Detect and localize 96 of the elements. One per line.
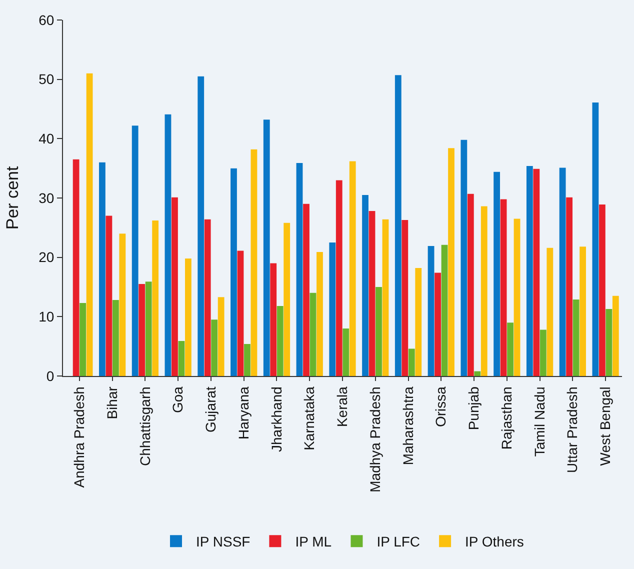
bar [185, 258, 192, 376]
bar [467, 194, 474, 376]
bar [86, 73, 93, 376]
x-tick-label: Jharkhand [268, 386, 284, 452]
bar [303, 204, 310, 376]
bar [172, 197, 178, 376]
bar [606, 308, 612, 376]
bar [441, 244, 448, 376]
bar [526, 166, 533, 376]
y-tick-label: 60 [38, 12, 54, 28]
bar [99, 162, 106, 376]
bar [119, 234, 126, 376]
bar [546, 248, 554, 376]
bar [460, 140, 468, 376]
bar [500, 199, 507, 376]
x-tick-label: Haryana [235, 386, 252, 440]
bar [428, 246, 434, 376]
bar [237, 250, 244, 376]
y-tick-label: 0 [46, 368, 54, 384]
bar [198, 76, 204, 376]
bar [218, 297, 224, 376]
x-tick-label: Kerala [334, 386, 350, 428]
bar [263, 120, 270, 376]
y-tick-label: 50 [38, 71, 54, 88]
bar [612, 296, 619, 376]
bar [164, 114, 172, 376]
bar [572, 299, 580, 376]
bar [296, 162, 303, 376]
bar [559, 168, 566, 376]
bar [316, 252, 323, 376]
bar [580, 246, 586, 376]
bar [362, 195, 368, 376]
bar [415, 268, 422, 376]
x-tick-label: Goa [170, 386, 186, 414]
bar [474, 371, 481, 376]
bar [178, 340, 185, 376]
bar [402, 220, 408, 376]
bar [514, 218, 520, 376]
bar [540, 330, 546, 376]
bar [80, 303, 86, 376]
bar [592, 102, 599, 376]
x-tick-label: Maharashtra [400, 386, 416, 466]
bar [250, 149, 258, 376]
x-tick-label: Gujarat [202, 386, 219, 433]
legend-label: IP LFC [376, 534, 420, 550]
bar [480, 206, 488, 376]
x-tick-label: Tamil Nadu [531, 386, 548, 457]
y-axis-title: Per cent [3, 166, 22, 230]
bar [204, 219, 211, 376]
bar [310, 292, 316, 376]
legend-label: IP NSSF [196, 534, 250, 550]
x-tick-label: Chhattisgarh [136, 386, 153, 466]
bar [132, 126, 138, 376]
bar [284, 222, 290, 376]
bar [244, 344, 250, 376]
legend-label: IP Others [465, 534, 524, 550]
bar [382, 219, 389, 376]
y-tick-label: 20 [38, 249, 54, 266]
x-tick-label: Bihar [104, 386, 120, 420]
bar [408, 348, 415, 376]
x-tick-label: Andhra Pradesh [70, 386, 87, 488]
bar [394, 75, 402, 376]
bar [368, 211, 376, 376]
x-tick-label: Punjab [466, 386, 482, 430]
y-tick-label: 40 [38, 130, 54, 147]
x-tick-label: Madhya Pradesh [366, 386, 383, 492]
bar [566, 197, 573, 376]
bar [349, 161, 356, 376]
bar [342, 328, 350, 376]
y-tick-label: 10 [38, 308, 54, 325]
bar [145, 282, 152, 376]
bar [336, 180, 342, 376]
bar [230, 168, 237, 376]
bar [494, 172, 500, 376]
bar [106, 216, 112, 376]
bar [507, 322, 514, 376]
bar [152, 220, 159, 376]
bar [598, 204, 606, 376]
bar [72, 159, 80, 376]
bar [448, 148, 454, 376]
x-tick-label: Rajasthan [498, 386, 514, 450]
x-tick-label: West Bengal [597, 386, 614, 466]
x-tick-label: Orissa [432, 386, 449, 428]
bar [533, 168, 540, 376]
x-tick-label: Uttar Pradesh [564, 386, 580, 473]
bar [276, 306, 284, 376]
bar [376, 287, 382, 376]
bar [112, 300, 119, 376]
bar [329, 242, 336, 376]
bar [270, 263, 277, 376]
bar [138, 284, 146, 376]
x-tick-label: Karnataka [301, 386, 318, 450]
bar [211, 320, 218, 376]
y-tick-label: 30 [38, 190, 54, 206]
bar [434, 272, 441, 376]
legend-label: IP ML [295, 534, 332, 550]
